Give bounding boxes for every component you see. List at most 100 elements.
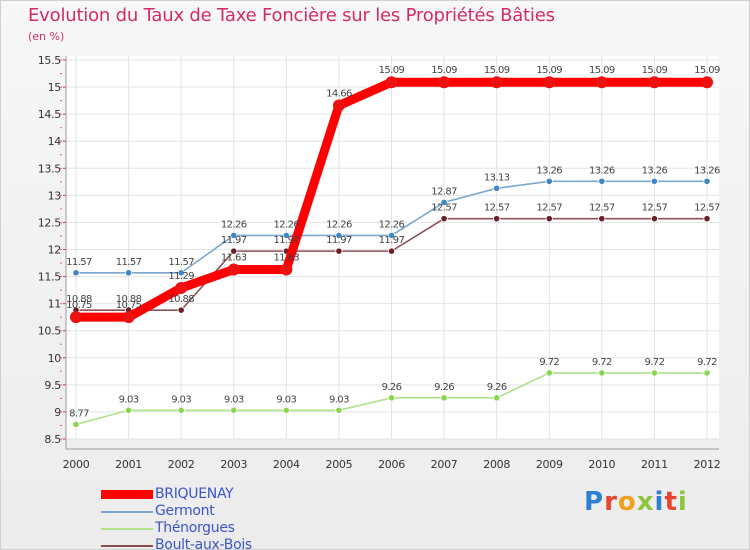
data-label-germont: 12.87 xyxy=(431,186,457,197)
data-label-th-norgues: 9.03 xyxy=(171,394,191,405)
logo-letter: t xyxy=(664,487,678,517)
data-point-th-norgues xyxy=(650,369,659,377)
data-point-boult-aux-bois xyxy=(387,247,396,255)
data-label-boult-aux-bois: 10.88 xyxy=(168,294,194,305)
y-tick-label: 13 xyxy=(48,189,62,202)
data-point-briquenay xyxy=(385,76,398,89)
x-tick-label: 2007 xyxy=(431,458,458,471)
data-label-boult-aux-bois: 11.97 xyxy=(326,235,352,246)
data-point-boult-aux-bois xyxy=(230,247,238,255)
data-labels: 11.57 11.57 11.57 12.26 12.26 12.26 12.26 12.87… xyxy=(66,65,720,419)
proxiti-logo: Proxiti xyxy=(584,487,688,517)
data-label-germont: 11.57 xyxy=(168,257,194,268)
data-label-briquenay: 15.09 xyxy=(431,65,457,76)
legend-swatch-germont xyxy=(101,511,153,513)
data-point-boult-aux-bois xyxy=(545,215,553,223)
data-point-germont xyxy=(545,177,553,185)
unit-label: (en %) xyxy=(28,30,65,43)
data-label-germont: 12.26 xyxy=(379,219,405,230)
data-label-briquenay: 15.09 xyxy=(694,65,720,76)
data-point-th-norgues xyxy=(387,394,396,402)
data-label-th-norgues: 9.72 xyxy=(697,357,717,368)
data-label-th-norgues: 9.03 xyxy=(224,394,244,405)
data-point-th-norgues xyxy=(545,369,553,377)
data-point-briquenay xyxy=(332,99,345,112)
y-tick-label: 12.5 xyxy=(38,216,62,229)
x-tick-label: 2010 xyxy=(588,458,615,471)
data-point-th-norgues xyxy=(282,406,290,414)
data-point-germont xyxy=(650,177,659,185)
data-point-briquenay xyxy=(438,76,451,89)
logo-letter: P xyxy=(584,487,605,517)
data-point-boult-aux-bois xyxy=(598,215,606,223)
data-label-boult-aux-bois: 12.57 xyxy=(642,203,668,214)
x-tick-label: 2009 xyxy=(536,458,563,471)
logo-letter: o xyxy=(617,487,637,517)
data-point-th-norgues xyxy=(493,394,501,402)
data-point-briquenay xyxy=(227,263,240,276)
data-label-briquenay: 15.09 xyxy=(379,65,405,76)
data-point-germont xyxy=(598,177,606,185)
y-tick-label: 15 xyxy=(48,81,62,94)
x-tick-label: 2001 xyxy=(115,458,142,471)
grid-lines xyxy=(66,56,719,440)
data-label-boult-aux-bois: 11.97 xyxy=(274,235,300,246)
x-tick-label: 2003 xyxy=(220,458,247,471)
y-tick-label: 9.5 xyxy=(44,379,61,392)
chart-title: Evolution du Taux de Taxe Foncière sur l… xyxy=(28,5,555,26)
y-tick-label: 9 xyxy=(54,406,61,419)
data-label-boult-aux-bois: 12.57 xyxy=(694,203,720,214)
data-point-th-norgues xyxy=(72,420,80,428)
data-label-germont: 11.57 xyxy=(116,257,142,268)
x-tick-label: 2000 xyxy=(63,458,90,471)
x-tick-label: 2012 xyxy=(694,458,721,471)
data-point-th-norgues xyxy=(230,406,238,414)
data-point-briquenay xyxy=(175,281,188,294)
data-label-th-norgues: 9.03 xyxy=(329,394,349,405)
data-point-germont xyxy=(72,269,80,277)
legend-label-boult-aux-bois: Boult-aux-Bois xyxy=(155,537,252,550)
data-label-briquenay: 15.09 xyxy=(536,65,562,76)
data-point-th-norgues xyxy=(598,369,606,377)
data-label-briquenay: 11.29 xyxy=(168,271,194,282)
data-label-boult-aux-bois: 11.97 xyxy=(379,235,405,246)
logo-letter: r xyxy=(604,487,618,517)
data-label-germont: 12.26 xyxy=(274,219,300,230)
data-point-germont xyxy=(387,231,396,240)
data-point-briquenay xyxy=(701,76,713,89)
data-label-briquenay: 15.09 xyxy=(589,65,615,76)
data-point-germont xyxy=(282,231,290,240)
legend-label-germont: Germont xyxy=(155,503,215,519)
logo-letter: i xyxy=(654,487,665,517)
data-label-th-norgues: 9.03 xyxy=(276,394,296,405)
data-point-germont xyxy=(335,231,343,240)
data-point-boult-aux-bois xyxy=(335,247,343,255)
data-point-th-norgues xyxy=(703,369,711,377)
logo-letter: i xyxy=(677,487,688,517)
data-label-boult-aux-bois: 10.88 xyxy=(66,294,92,305)
data-point-th-norgues xyxy=(440,394,448,402)
data-point-germont xyxy=(703,177,711,185)
x-tick-label: 2008 xyxy=(483,458,510,471)
data-label-briquenay: 11.63 xyxy=(221,253,247,264)
data-label-briquenay: 10.75 xyxy=(66,300,92,311)
data-point-briquenay xyxy=(122,311,135,324)
data-point-briquenay xyxy=(543,76,556,89)
data-label-germont: 13.13 xyxy=(484,172,510,183)
data-point-boult-aux-bois xyxy=(440,215,448,223)
data-point-germont xyxy=(177,269,185,277)
x-tick-label: 2004 xyxy=(273,458,300,471)
data-label-germont: 13.26 xyxy=(536,165,562,176)
data-label-th-norgues: 9.26 xyxy=(382,382,402,393)
data-label-boult-aux-bois: 12.57 xyxy=(484,203,510,214)
y-tick-label: 15.5 xyxy=(38,54,62,67)
legend-swatch-boult-aux-bois xyxy=(101,545,153,547)
data-point-briquenay xyxy=(490,76,503,89)
data-label-boult-aux-bois: 11.97 xyxy=(221,235,247,246)
legend-label-thenorgues: Thénorgues xyxy=(155,520,235,536)
data-label-th-norgues: 9.26 xyxy=(434,382,454,393)
data-label-th-norgues: 9.72 xyxy=(592,357,612,368)
y-tick-label: 12 xyxy=(48,244,61,257)
